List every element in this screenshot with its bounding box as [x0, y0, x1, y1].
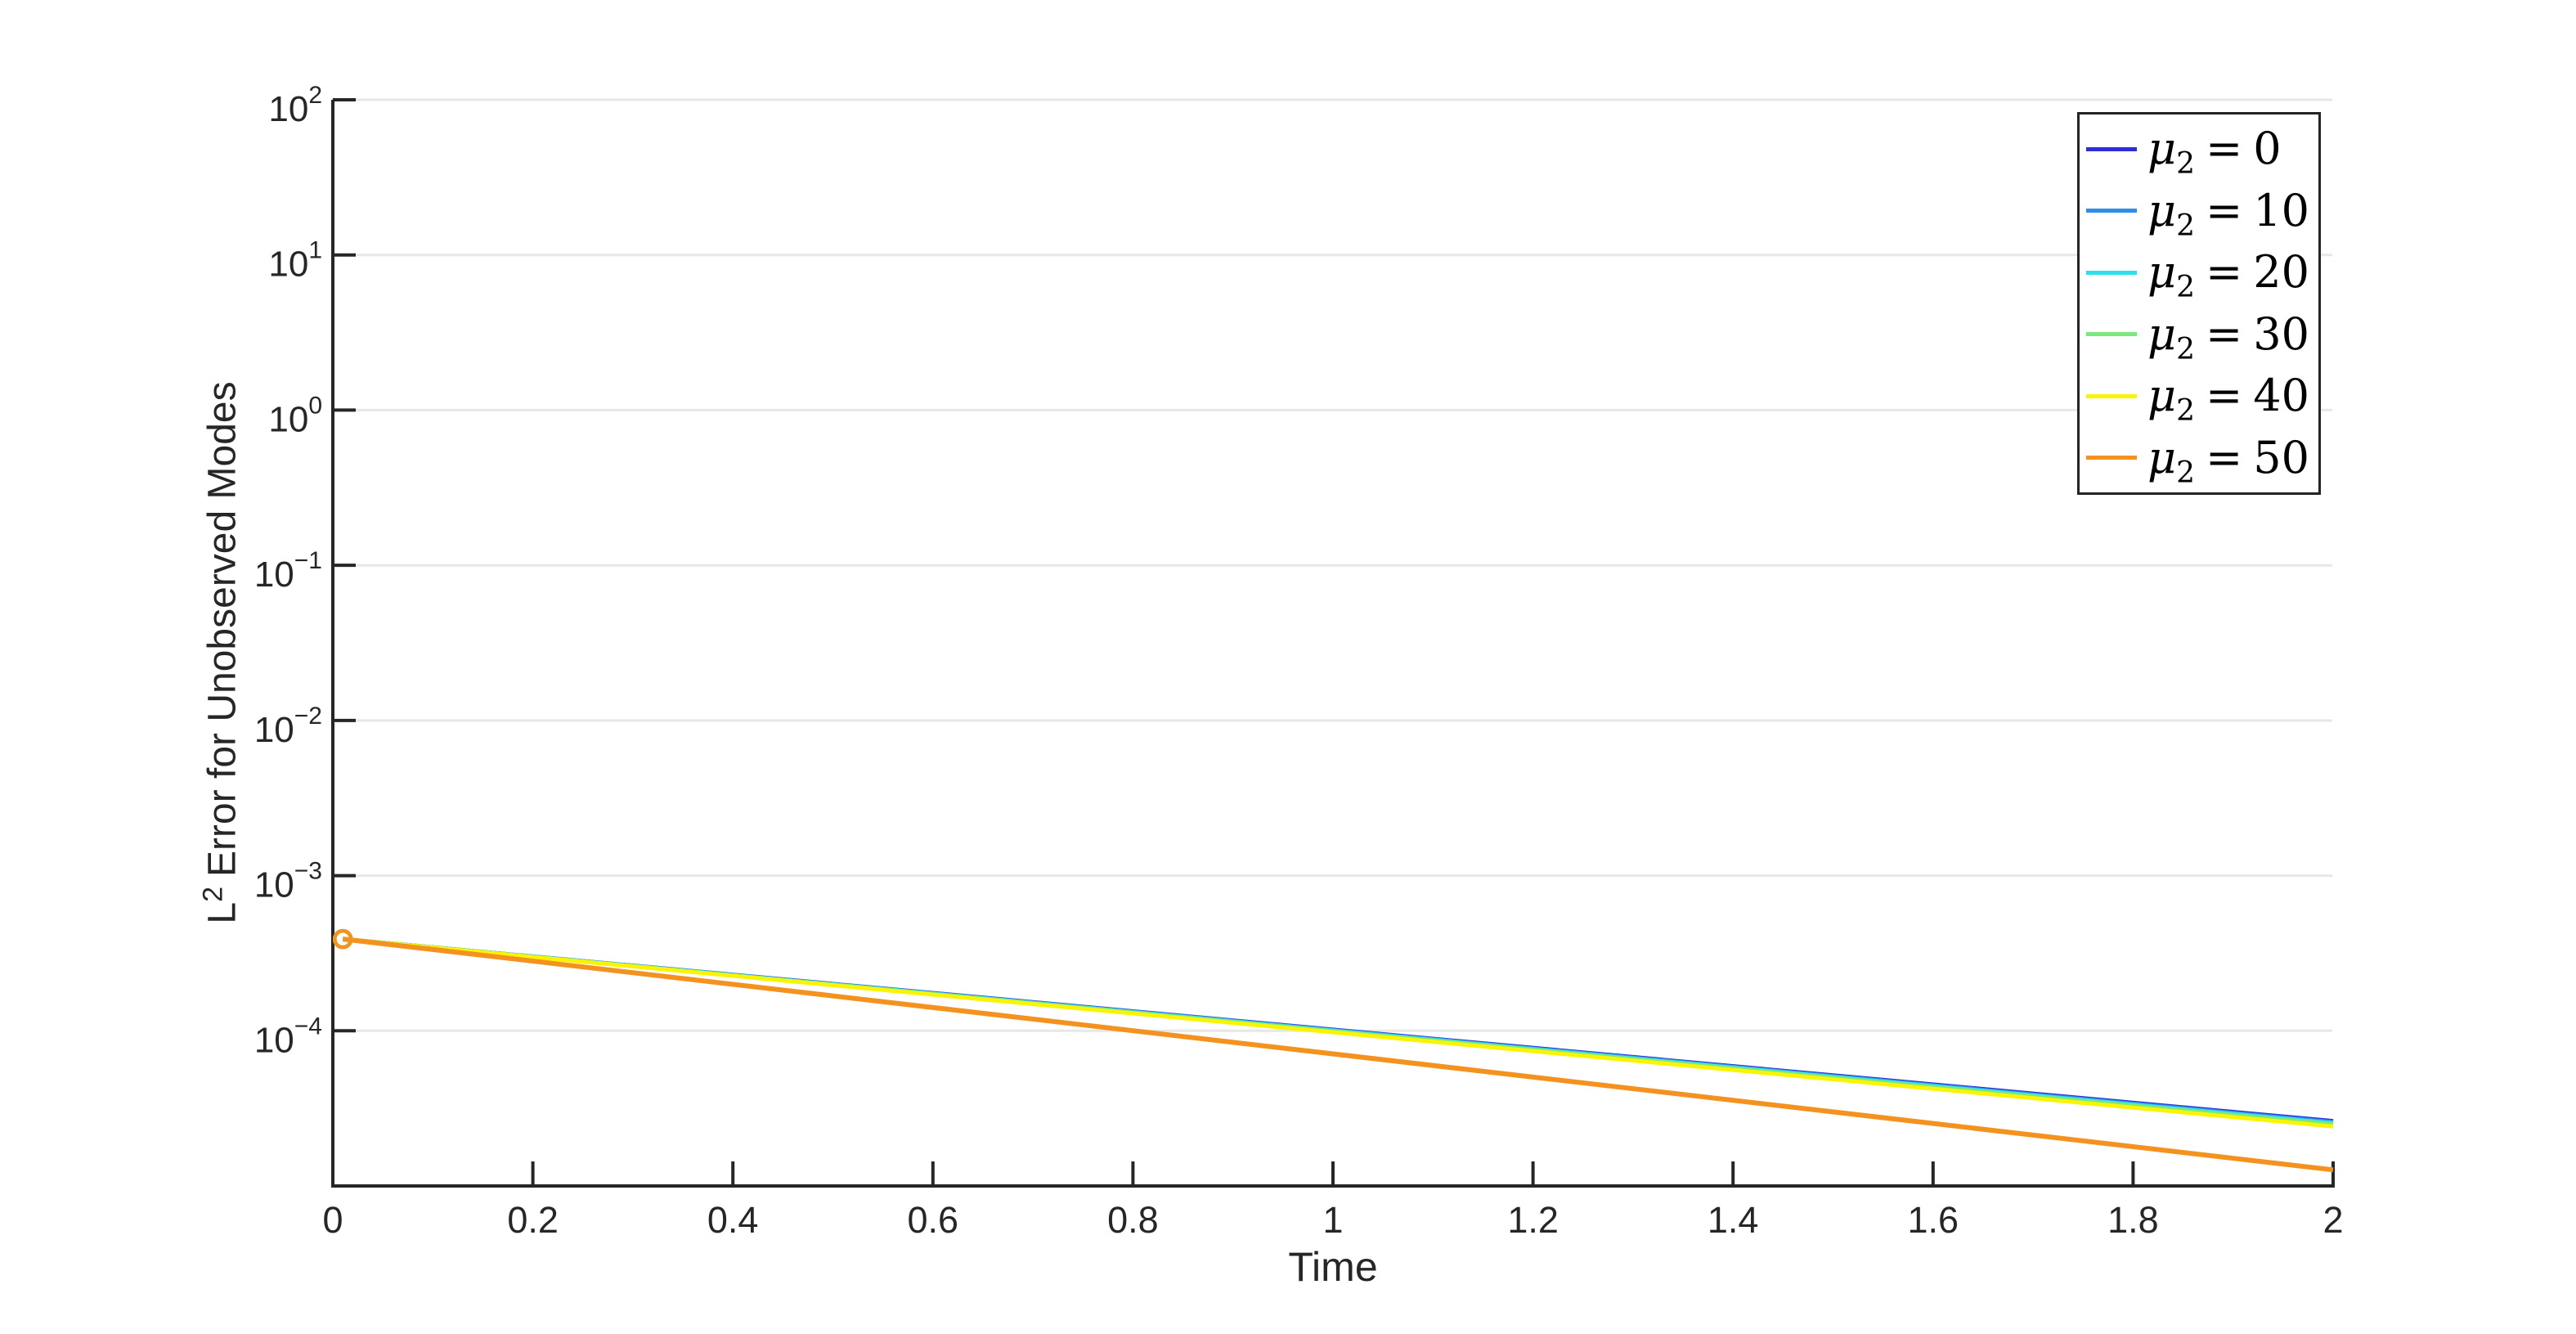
y-tick-label: 10−3 — [254, 858, 322, 905]
x-tick-label: 1.2 — [1507, 1199, 1559, 1241]
legend-entry-label: μ2 = 0 — [2147, 127, 2282, 179]
legend-entry-label: μ2 = 10 — [2147, 188, 2309, 240]
mu-subscript: 2 — [2176, 456, 2196, 490]
y-tick-label: 10−4 — [254, 1013, 322, 1060]
equals-sign: = — [2206, 123, 2243, 175]
x-tick-label: 0.2 — [507, 1199, 559, 1241]
legend-entry-value: 10 — [2253, 184, 2309, 236]
x-axis-label: Time — [1288, 1244, 1378, 1290]
legend-entry: μ2 = 40 — [2080, 369, 2318, 426]
series-line-mu250 — [342, 936, 2334, 1173]
mu-symbol: μ — [2147, 370, 2177, 422]
legend: μ2 = 0 μ2 = 10 μ2 = 20 μ2 = 30 μ2 = 40 μ2 = 50 — [2077, 112, 2321, 495]
legend-entry-value: 0 — [2253, 123, 2282, 175]
legend-entry: μ2 = 50 — [2080, 431, 2318, 487]
mu-subscript: 2 — [2176, 209, 2196, 243]
x-tick-label: 1 — [1322, 1199, 1343, 1241]
equals-sign: = — [2206, 431, 2243, 483]
y-tick-label: 102 — [268, 82, 322, 129]
x-tick-label: 2 — [2322, 1199, 2343, 1241]
legend-entry-value: 30 — [2253, 308, 2309, 360]
legend-entry: μ2 = 20 — [2080, 245, 2318, 303]
equals-sign: = — [2206, 184, 2243, 236]
y-axis-label-rest: Error for Unobserved Modes — [200, 381, 245, 877]
legend-entry-value: 20 — [2253, 246, 2309, 299]
equals-sign: = — [2206, 308, 2243, 360]
x-tick-label: 1.8 — [2107, 1199, 2159, 1241]
x-tick-label: 0 — [322, 1199, 343, 1241]
mu-symbol: μ — [2147, 431, 2177, 483]
mu-symbol: μ — [2147, 246, 2177, 299]
y-tick-label: 100 — [268, 392, 322, 439]
mu-subscript: 2 — [2176, 147, 2196, 182]
y-axis-label-pre: L — [200, 901, 245, 924]
series-line-mu240 — [342, 936, 2334, 1129]
legend-line-sample — [2086, 270, 2137, 275]
y-axis-label-exponent: 2 — [197, 886, 229, 902]
equals-sign: = — [2206, 370, 2243, 422]
legend-line-sample — [2086, 456, 2137, 460]
y-tick-label: 10−2 — [254, 703, 322, 750]
x-tick-label: 1.6 — [1908, 1199, 1959, 1241]
equals-sign: = — [2206, 246, 2243, 299]
start-marker-mu250 — [332, 928, 353, 950]
legend-entry: μ2 = 30 — [2080, 308, 2318, 364]
legend-line-sample — [2086, 332, 2137, 337]
x-tick-label: 1.4 — [1708, 1199, 1759, 1241]
x-tick-label: 0.8 — [1107, 1199, 1159, 1241]
mu-symbol: μ — [2147, 123, 2177, 175]
mu-subscript: 2 — [2176, 394, 2196, 429]
x-tick-label: 0.4 — [707, 1199, 759, 1241]
mu-subscript: 2 — [2176, 271, 2196, 305]
y-tick-label: 10−1 — [254, 547, 322, 595]
x-tick-label: 0.6 — [908, 1199, 959, 1241]
legend-entry-label: μ2 = 40 — [2147, 374, 2309, 426]
legend-entry-label: μ2 = 20 — [2147, 250, 2309, 303]
legend-entry: μ2 = 0 — [2080, 122, 2318, 179]
legend-entry-label: μ2 = 50 — [2147, 435, 2309, 487]
legend-entry-label: μ2 = 30 — [2147, 312, 2309, 364]
legend-entry-value: 40 — [2253, 370, 2309, 422]
legend-line-sample — [2086, 209, 2137, 213]
mu-symbol: μ — [2147, 308, 2177, 360]
legend-entry: μ2 = 10 — [2080, 184, 2318, 240]
y-tick-label: 101 — [268, 237, 322, 285]
mu-subscript: 2 — [2176, 332, 2196, 366]
legend-line-sample — [2086, 393, 2137, 398]
legend-line-sample — [2086, 146, 2137, 151]
y-axis-label: L2 Error for Unobserved Modes — [197, 381, 245, 924]
legend-entry-value: 50 — [2253, 431, 2309, 483]
mu-symbol: μ — [2147, 184, 2177, 236]
